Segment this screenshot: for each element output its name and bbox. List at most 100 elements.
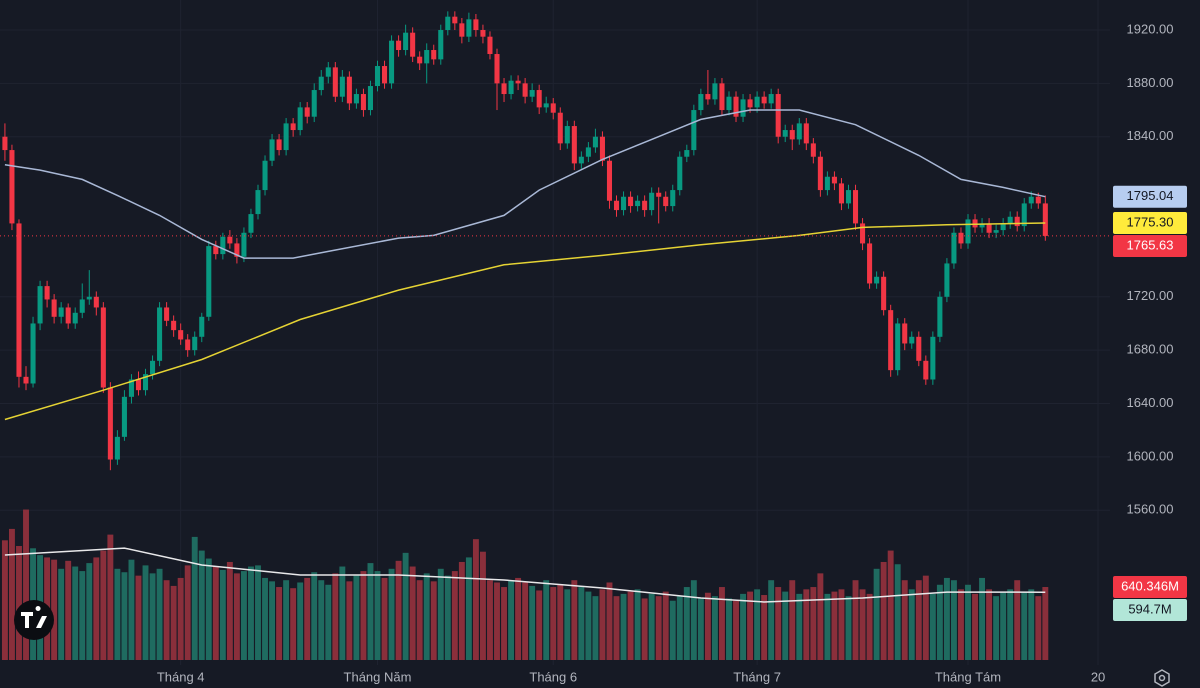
volume-bar <box>557 584 564 660</box>
volume-bar <box>683 587 690 660</box>
candle-body <box>107 387 113 460</box>
y-tick-label: 1600.00 <box>1127 448 1174 463</box>
candle-body <box>480 30 486 37</box>
volume-bar <box>838 589 845 660</box>
candle-body <box>768 94 774 104</box>
candle-body <box>157 307 163 361</box>
volume-bar <box>395 560 402 660</box>
candle-body <box>2 136 8 151</box>
candle-body <box>635 200 641 207</box>
candle-body <box>199 316 205 337</box>
candle-body <box>881 276 887 311</box>
volume-bar <box>979 577 986 660</box>
candle-body <box>114 436 120 460</box>
candle-body <box>473 19 479 31</box>
volume-bar <box>761 595 768 660</box>
candle-body <box>466 19 472 37</box>
volume-bar <box>494 582 500 660</box>
volume-bar <box>958 589 964 660</box>
candle-body <box>304 107 310 117</box>
candle-body <box>993 230 999 233</box>
volume-bar <box>276 587 283 660</box>
y-tick-label: 1640.00 <box>1127 395 1174 410</box>
value-label: 1765.63 <box>1127 237 1174 252</box>
x-tick-label: 20 <box>1091 669 1105 684</box>
volume-bar <box>508 580 515 660</box>
candle-body <box>424 50 430 64</box>
volume-bar <box>374 571 381 660</box>
volume-bar <box>719 587 725 660</box>
candle-body <box>923 360 929 380</box>
volume-bar <box>747 591 754 660</box>
candle-body <box>438 30 444 60</box>
volume-bar <box>290 588 297 660</box>
candle-body <box>353 94 359 104</box>
volume-bar <box>536 590 543 660</box>
settings-icon[interactable] <box>1154 669 1170 687</box>
candle-body <box>1007 216 1013 224</box>
x-tick-label: Tháng Năm <box>344 669 412 684</box>
value-label: 594.7M <box>1128 601 1171 616</box>
volume-bar <box>1 540 8 660</box>
volume-bar <box>437 568 444 660</box>
volume-bar <box>16 546 22 660</box>
candle-body <box>417 56 423 64</box>
volume-bar <box>269 581 276 660</box>
volume-bar <box>501 587 507 660</box>
volume-bar <box>543 580 550 660</box>
logo-mark <box>21 606 47 628</box>
candle-body <box>23 376 29 384</box>
volume-bar <box>248 566 254 660</box>
settings-hex[interactable] <box>1154 669 1170 687</box>
volume-bar <box>578 587 585 660</box>
volume-bar <box>184 565 191 660</box>
volume-bar <box>170 585 177 660</box>
candle-body <box>297 107 303 131</box>
candle-body <box>874 276 880 284</box>
volume-bar <box>740 593 746 660</box>
candle-body <box>740 99 746 117</box>
volume-bar <box>346 581 353 660</box>
volume-bar <box>929 593 936 660</box>
candle-body <box>845 190 852 204</box>
volume-bar <box>894 564 901 660</box>
volume-bar <box>627 591 634 660</box>
candle-body <box>529 90 535 97</box>
candle-body <box>150 360 156 375</box>
volume-bar <box>255 565 261 660</box>
volume-bar <box>824 593 831 660</box>
candle-body <box>796 123 802 140</box>
candle-body <box>360 94 366 111</box>
volume-bar <box>240 571 247 660</box>
candle-body <box>93 296 99 308</box>
x-tick-label: Tháng 7 <box>733 669 781 684</box>
candle-body <box>445 16 451 31</box>
candle-body <box>789 130 795 140</box>
volume-bar <box>564 589 571 660</box>
volume-bar <box>156 568 163 660</box>
volume-bar <box>191 536 198 660</box>
volume-bar <box>402 552 409 660</box>
volume-bar <box>451 571 458 660</box>
candle-body <box>656 192 662 197</box>
volume-bar <box>8 528 15 660</box>
volume-bar <box>1007 589 1014 660</box>
volume-bar <box>318 580 325 660</box>
volume-bar <box>711 596 718 660</box>
volume-bar <box>655 596 662 660</box>
candle-body <box>838 183 844 204</box>
volume-bar <box>472 539 479 660</box>
candle-body <box>332 67 338 97</box>
candle-body <box>972 219 978 228</box>
candle-body <box>128 379 134 397</box>
settings-dot[interactable] <box>1158 674 1166 682</box>
candle-body <box>930 336 936 380</box>
volume-bar <box>86 563 93 660</box>
candle-body <box>396 40 402 51</box>
candle-body <box>325 67 331 77</box>
volume-bar <box>634 589 641 660</box>
candle-body <box>234 243 240 257</box>
candle-body <box>135 379 142 391</box>
candle-body <box>269 139 275 161</box>
